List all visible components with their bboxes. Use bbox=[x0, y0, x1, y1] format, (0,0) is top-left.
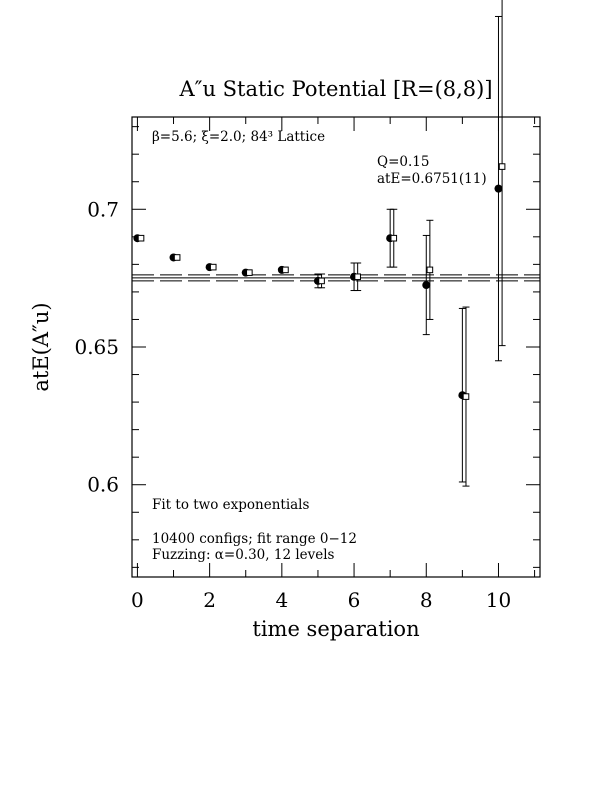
x-tick-label: 6 bbox=[348, 588, 361, 612]
y-tick-label: 0.6 bbox=[87, 473, 119, 497]
open-square-marker bbox=[137, 234, 145, 242]
lattice-annotation: β=5.6; ξ=2.0; 84³ Lattice bbox=[152, 129, 325, 145]
open-square-marker bbox=[390, 234, 398, 242]
data-point bbox=[137, 234, 145, 242]
x-tick-label: 2 bbox=[203, 588, 216, 612]
data-point bbox=[458, 307, 467, 483]
data-point bbox=[246, 269, 253, 276]
data-point bbox=[422, 234, 431, 336]
y-tick-label: 0.65 bbox=[74, 335, 119, 359]
data-point bbox=[282, 266, 289, 274]
data-series bbox=[133, 0, 506, 487]
data-point bbox=[498, 0, 506, 347]
data-point bbox=[462, 306, 470, 487]
x-tick-label: 8 bbox=[420, 588, 433, 612]
energy-annotation: atE=0.6751(11) bbox=[377, 171, 487, 187]
open-square-marker bbox=[209, 263, 217, 271]
x-tick-label: 4 bbox=[275, 588, 288, 612]
chart-title: A″u Static Potential [R=(8,8)] bbox=[178, 77, 492, 101]
open-square-marker bbox=[246, 269, 253, 276]
fuzzing-annotation: Fuzzing: α=0.30, 12 levels bbox=[152, 547, 335, 563]
chart-title-text: A″u Static Potential [R=(8,8)] bbox=[178, 77, 492, 101]
series-2 bbox=[137, 0, 506, 487]
fit-band bbox=[132, 274, 540, 282]
open-square-marker bbox=[282, 266, 289, 274]
data-point bbox=[209, 263, 217, 271]
y-axis-label: atE(A″u) bbox=[29, 302, 53, 391]
configs-annotation: 10400 configs; fit range 0−12 bbox=[152, 531, 357, 547]
open-square-marker bbox=[318, 277, 325, 285]
open-square-marker bbox=[173, 254, 181, 261]
open-square-marker bbox=[462, 393, 470, 400]
data-point bbox=[426, 219, 434, 320]
open-square-marker bbox=[426, 266, 434, 274]
y-tick-label: 0.7 bbox=[87, 197, 119, 221]
x-tick-label: 0 bbox=[131, 588, 144, 612]
q-value-annotation: Q=0.15 bbox=[377, 154, 429, 170]
data-point bbox=[494, 15, 503, 362]
open-square-marker bbox=[354, 273, 361, 281]
x-tick-label: 10 bbox=[486, 588, 511, 612]
filled-circle-marker bbox=[422, 281, 431, 290]
x-axis-label: time separation bbox=[252, 617, 419, 641]
tick-labels: 0 2 4 6 8 10 0.6 0.65 0.7 bbox=[74, 197, 511, 612]
fit-method-annotation: Fit to two exponentials bbox=[152, 497, 310, 513]
open-square-marker bbox=[498, 163, 506, 170]
filled-circle-marker bbox=[494, 184, 503, 193]
data-point bbox=[390, 208, 398, 268]
data-point bbox=[318, 273, 326, 289]
data-point bbox=[354, 262, 362, 292]
data-point bbox=[173, 254, 181, 261]
